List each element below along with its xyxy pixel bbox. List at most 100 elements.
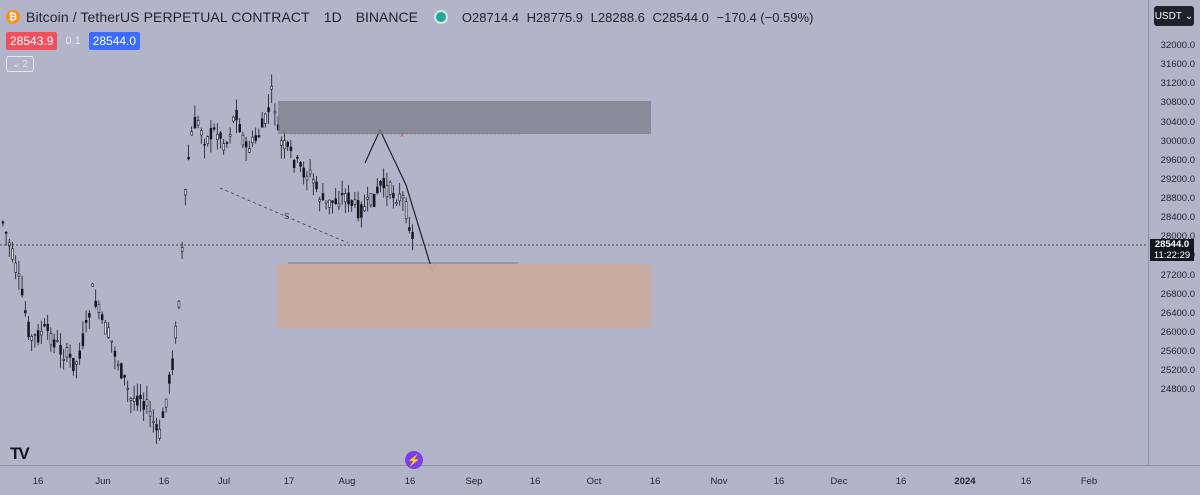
candle-body: [283, 140, 286, 150]
price-axis-label: 29600.0: [1160, 154, 1195, 166]
ohlc-change: −170.4 (−0.59%): [716, 9, 814, 25]
candle-body: [308, 169, 312, 175]
time-axis-label: Oct: [586, 476, 602, 487]
candle-body: [94, 300, 98, 307]
time-axis-label: 2024: [954, 476, 976, 487]
buy-button[interactable]: 28544.0: [88, 32, 141, 50]
candle-body: [238, 123, 242, 133]
candle-body: [392, 192, 395, 199]
symbol-header: ₿ Bitcoin / TetherUS PERPETUAL CONTRACT …: [6, 9, 817, 25]
candle-body: [241, 134, 245, 146]
price-axis-label: 26000.0: [1160, 326, 1195, 338]
symbol-title[interactable]: Bitcoin / TetherUS PERPETUAL CONTRACT: [26, 9, 310, 25]
spread-value: 0.1: [65, 35, 81, 47]
candle-body: [401, 195, 405, 199]
price-axis-label: 32000.0: [1160, 40, 1195, 51]
candle-body: [68, 353, 72, 358]
trendline-label: S: [284, 212, 289, 221]
price-axis-label: 27200.0: [1160, 269, 1195, 281]
candle-body: [251, 136, 254, 144]
lightning-icon[interactable]: ⚡: [405, 451, 423, 469]
sell-button[interactable]: 28543.9: [6, 32, 58, 50]
candle-body: [203, 143, 206, 146]
candle-body: [347, 192, 350, 205]
price-axis-label: 31600.0: [1160, 59, 1195, 71]
candle-body: [379, 181, 382, 186]
trendline-drawing: [219, 187, 349, 244]
candle-body: [62, 358, 65, 361]
supply-zone[interactable]: [278, 101, 651, 134]
price-axis-label: 30000.0: [1160, 135, 1195, 147]
candle-body: [116, 363, 120, 366]
candlestick-chart[interactable]: S x: [0, 0, 1148, 465]
demand-zone[interactable]: [277, 264, 651, 328]
candle-body: [152, 421, 155, 423]
time-axis-label: 17: [283, 476, 295, 487]
candle-body: [318, 199, 321, 202]
candle-body: [388, 181, 392, 195]
currency-label: USDT: [1154, 10, 1182, 22]
candle-body: [225, 142, 229, 144]
candle-body: [302, 167, 305, 178]
candle-body: [171, 358, 174, 370]
candle-body: [356, 200, 360, 219]
candle-body: [350, 200, 353, 206]
time-axis-label: Sep: [465, 476, 483, 487]
candle-body: [299, 162, 302, 167]
time-axis-label: Nov: [710, 476, 728, 487]
trade-buttons: 28543.9 0.1 28544.0: [6, 32, 141, 50]
candle-body: [353, 198, 357, 205]
chevron-down-icon: ⌄: [12, 58, 21, 70]
time-axis[interactable]: 16 Jun 16 Jul 17 Aug 16 Sep 16 Oct 16 Nov 16 Dec 16 202…: [0, 465, 1200, 495]
candle-body: [27, 321, 30, 338]
price-axis-label: 25600.0: [1160, 346, 1195, 358]
candle-body: [200, 130, 203, 136]
time-axis-label: Jun: [95, 476, 111, 487]
candle-body: [20, 288, 24, 296]
candle-body: [404, 201, 408, 220]
exchange-label: BINANCE: [355, 9, 418, 25]
candle-body: [363, 206, 366, 212]
candle-body: [408, 227, 411, 231]
candle-body: [104, 321, 107, 335]
price-axis-label: 26800.0: [1160, 288, 1195, 300]
tradingview-logo-icon[interactable]: TV: [10, 444, 30, 463]
time-axis-label: Aug: [338, 476, 356, 487]
candle-body: [212, 127, 216, 130]
candle-body: [372, 193, 376, 208]
price-axis-label: 25200.0: [1160, 365, 1195, 377]
market-status-icon: [433, 10, 448, 24]
candle-body: [344, 193, 347, 203]
candle-body: [244, 141, 248, 148]
candle-body: [145, 399, 149, 407]
candle-body: [46, 323, 49, 332]
candle-body: [331, 200, 334, 203]
candle-body: [107, 327, 110, 338]
candle-body: [120, 363, 123, 379]
candle-body: [11, 248, 14, 260]
price-axis-label: 29200.0: [1160, 173, 1195, 185]
indicators-toggle-button[interactable]: ⌄ 2: [6, 56, 34, 72]
timeframe-label[interactable]: 1D: [323, 9, 342, 25]
candle-body: [216, 133, 219, 140]
candle-body: [91, 283, 94, 287]
candle-body: [148, 411, 152, 417]
candle-body: [184, 189, 187, 196]
candle-body: [219, 132, 222, 139]
candle-body: [180, 247, 184, 253]
candle-body: [232, 116, 235, 122]
currency-selector-button[interactable]: USDT ⌄: [1154, 6, 1194, 26]
candle-body: [142, 401, 146, 410]
countdown-timer: 11:22:29: [1153, 250, 1191, 261]
candle-body: [126, 387, 130, 390]
candle-body: [260, 118, 264, 128]
candle-body: [158, 428, 162, 439]
current-price-value: 28544.0: [1154, 239, 1190, 250]
price-axis[interactable]: 32000.0 31600.0 31200.0 30800.0 30400.0 30000…: [1148, 0, 1200, 465]
candle-body: [296, 156, 299, 159]
marker-label: x: [400, 130, 404, 139]
candle-body: [360, 204, 363, 218]
candle-body: [123, 374, 126, 378]
price-axis-label: 30800.0: [1160, 97, 1195, 109]
candle-body: [328, 199, 331, 208]
